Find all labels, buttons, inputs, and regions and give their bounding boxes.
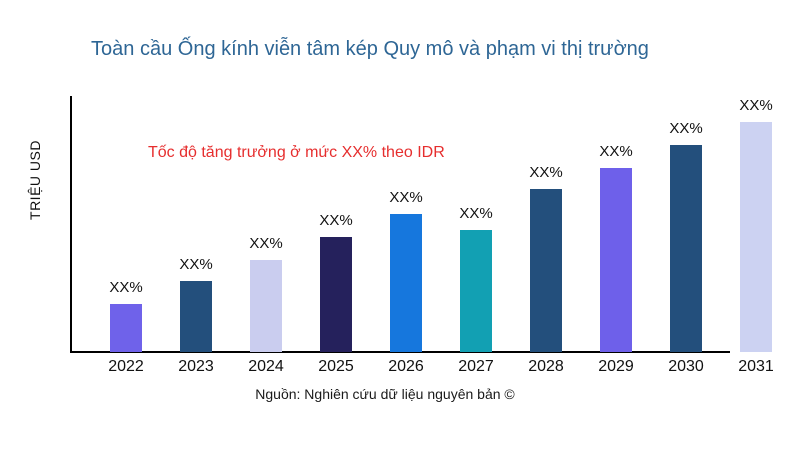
bar-value-label-2022: XX% [109,279,143,296]
x-tick-2027: 2027 [458,358,494,375]
bar-2028 [530,189,562,352]
x-tick-2025: 2025 [318,358,354,375]
bar-value-label-2031: XX% [739,97,773,114]
bar-value-label-2028: XX% [529,164,563,181]
bar-value-label-2027: XX% [459,205,493,222]
x-tick-2023: 2023 [178,358,214,375]
bar-2022 [110,304,142,352]
y-axis-line [70,96,72,353]
bar-value-label-2029: XX% [599,143,633,160]
bar-value-label-2023: XX% [179,256,213,273]
x-tick-2030: 2030 [668,358,704,375]
bar-2030 [670,145,702,352]
x-tick-2022: 2022 [108,358,144,375]
chart-title: Toàn cầu Ống kính viễn tâm kép Quy mô và… [91,38,649,60]
bar-2024 [250,260,282,352]
bar-2023 [180,281,212,352]
source-note: Nguồn: Nghiên cứu dữ liệu nguyên bản © [255,386,515,402]
bar-value-label-2025: XX% [319,212,353,229]
x-tick-2028: 2028 [528,358,564,375]
bar-2027 [460,230,492,352]
x-tick-2026: 2026 [388,358,424,375]
x-axis-line [70,351,730,353]
growth-rate-annotation: Tốc độ tăng trưởng ở mức XX% theo IDR [148,144,445,161]
bar-value-label-2024: XX% [249,235,283,252]
bar-2026 [390,214,422,352]
bar-2031 [740,122,772,352]
x-tick-2031: 2031 [738,358,774,375]
x-tick-2029: 2029 [598,358,634,375]
bar-2029 [600,168,632,352]
x-tick-2024: 2024 [248,358,284,375]
bar-value-label-2026: XX% [389,189,423,206]
bar-value-label-2030: XX% [669,120,703,137]
bar-2025 [320,237,352,352]
